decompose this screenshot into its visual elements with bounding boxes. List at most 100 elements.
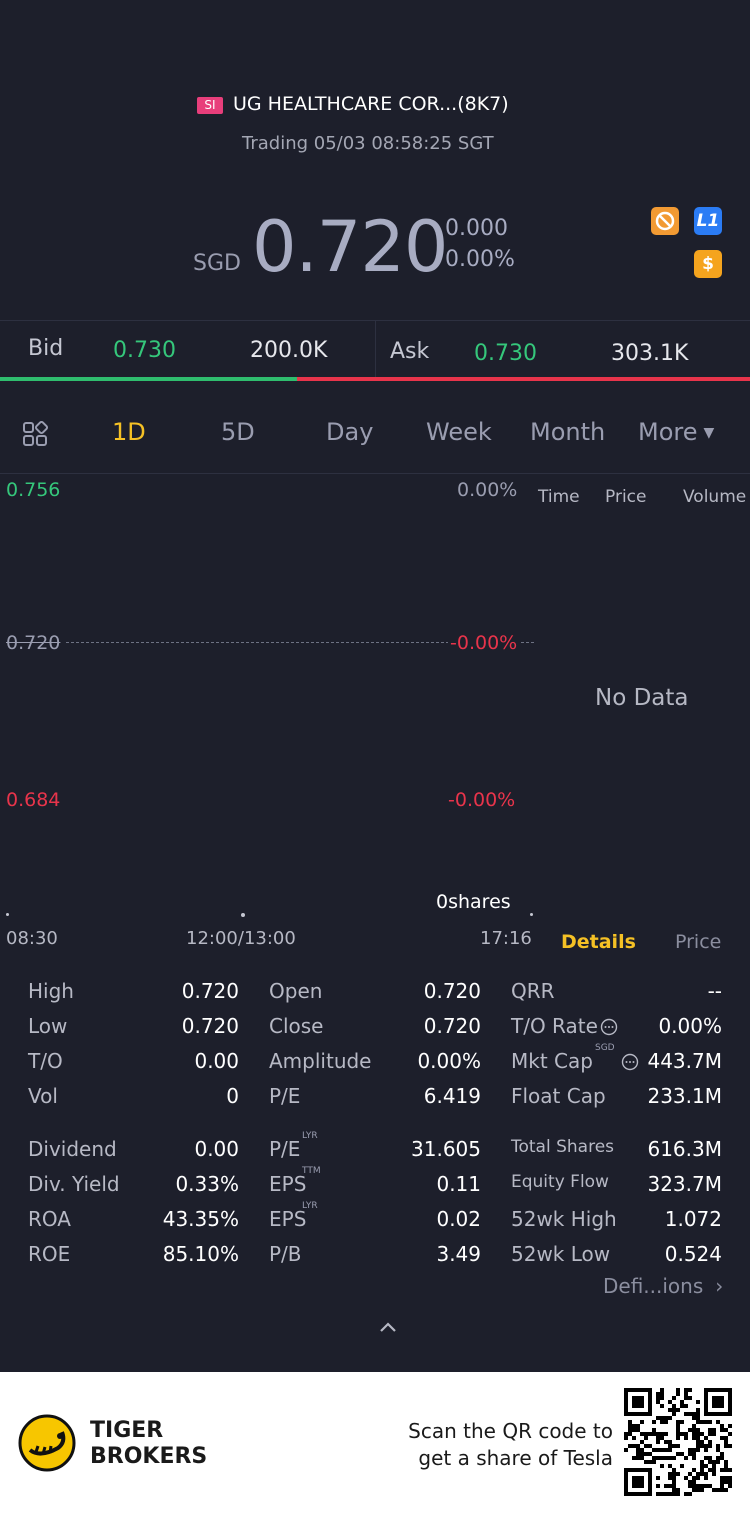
tab-1d[interactable]: 1D <box>112 418 146 446</box>
y-axis-high: 0.756 <box>6 479 61 501</box>
stat-label: Equity Flow <box>511 1172 609 1192</box>
no-short-icon[interactable] <box>651 207 679 235</box>
stat-superscript: LYR <box>302 1131 318 1141</box>
stat-value: 233.1M <box>647 1084 722 1108</box>
stat-label: Vol <box>28 1084 58 1108</box>
price-currency: SGD <box>193 251 241 276</box>
info-icon[interactable] <box>600 1018 618 1036</box>
stat-label: Total Shares <box>511 1137 615 1157</box>
x-tick <box>6 913 9 916</box>
stat-value: 0.720 <box>423 979 481 1003</box>
stat-value: 0.00% <box>658 1014 722 1038</box>
stat-label: QRR <box>511 979 555 1003</box>
stat-label: ROA <box>28 1207 71 1231</box>
stat-value: 43.35% <box>162 1207 239 1231</box>
stat-superscript: TTM <box>302 1166 321 1176</box>
stat-value: 6.419 <box>423 1084 481 1108</box>
tab-price[interactable]: Price <box>675 931 722 953</box>
promo-line1: Scan the QR code to <box>408 1419 613 1443</box>
price-change-pct: 0.00% <box>445 247 515 272</box>
tab-5d[interactable]: 5D <box>221 418 255 446</box>
stat-superscript: SGD <box>595 1043 615 1053</box>
tab-details[interactable]: Details <box>561 931 636 953</box>
pct-axis-low: -0.00% <box>448 789 516 811</box>
grid-icon[interactable] <box>22 420 50 449</box>
divider <box>0 473 750 474</box>
stat-label: Amplitude <box>269 1049 372 1073</box>
stat-value: -- <box>707 979 722 1003</box>
brand-line2: BROKERS <box>90 1444 208 1469</box>
stat-label: 52wk High <box>511 1207 617 1231</box>
info-icon[interactable] <box>621 1053 639 1071</box>
ask-ratio-bar <box>297 377 750 381</box>
stat-value: 1.072 <box>664 1207 722 1231</box>
chevron-down-icon: ▼ <box>703 425 715 441</box>
x-tick <box>530 913 533 916</box>
stat-superscript: LYR <box>302 1201 318 1211</box>
no-data-message: No Data <box>595 685 689 711</box>
stat-value: 616.3M <box>647 1137 722 1161</box>
stat-value: 0.524 <box>664 1242 722 1266</box>
stat-label: Open <box>269 979 323 1003</box>
stat-label: P/E <box>269 1137 301 1161</box>
stock-name[interactable]: UG HEALTHCARE COR...(8K7) <box>233 93 509 115</box>
price-change: 0.000 <box>445 216 508 241</box>
collapse-icon[interactable] <box>376 1316 400 1340</box>
dollar-badge[interactable]: $ <box>694 250 722 278</box>
stat-value: 85.10% <box>162 1242 239 1266</box>
ask-label: Ask <box>390 339 430 364</box>
stat-value: 0.02 <box>436 1207 481 1231</box>
definitions-link[interactable]: Defi...ions › <box>603 1274 723 1298</box>
promo-text: Scan the QR code to get a share of Tesla <box>380 1418 613 1472</box>
stat-value: 0.00 <box>194 1137 239 1161</box>
stat-value: 31.605 <box>411 1137 481 1161</box>
tab-more[interactable]: More ▼ <box>638 418 714 446</box>
stat-label: P/E <box>269 1084 301 1108</box>
stat-label: High <box>28 979 74 1003</box>
ask-volume: 303.1K <box>611 341 689 366</box>
brand-line1: TIGER <box>90 1418 164 1443</box>
col-time: Time <box>538 487 580 507</box>
stat-value: 0 <box>226 1084 239 1108</box>
stat-value: 0.00 <box>194 1049 239 1073</box>
stat-label: Float Cap <box>511 1084 606 1108</box>
col-price: Price <box>605 487 647 507</box>
bid-label: Bid <box>28 336 64 361</box>
col-volume: Volume <box>683 487 747 507</box>
bid-ratio-bar <box>0 377 297 381</box>
tiger-logo-icon <box>18 1414 76 1472</box>
stat-value: 0.33% <box>175 1172 239 1196</box>
stat-value: 443.7M <box>647 1049 722 1073</box>
tab-week[interactable]: Week <box>426 418 492 446</box>
stat-value: 323.7M <box>647 1172 722 1196</box>
x-axis-close: 17:16 <box>480 928 532 949</box>
volume-label: 0shares <box>436 891 511 913</box>
x-tick <box>241 913 245 917</box>
pct-axis-mid: -0.00% <box>448 632 520 654</box>
ask-price: 0.730 <box>474 341 537 366</box>
market-tag: SI <box>197 97 223 114</box>
bidask-separator <box>375 321 376 377</box>
level1-badge[interactable]: L1 <box>694 207 722 235</box>
x-axis-open: 08:30 <box>6 928 58 949</box>
stat-label: EPS <box>269 1172 307 1196</box>
stat-label: P/B <box>269 1242 302 1266</box>
qr-code[interactable] <box>624 1388 732 1496</box>
stat-label[interactable]: Mkt Cap <box>511 1049 593 1073</box>
x-axis-lunch: 12:00/13:00 <box>186 928 296 949</box>
chevron-right-icon: › <box>715 1274 724 1298</box>
tab-month[interactable]: Month <box>530 418 606 446</box>
stat-value: 0.11 <box>436 1172 481 1196</box>
stat-value: 0.00% <box>417 1049 481 1073</box>
stat-label[interactable]: T/O Rate <box>511 1014 598 1038</box>
tab-day[interactable]: Day <box>326 418 374 446</box>
stat-label: T/O <box>28 1049 63 1073</box>
last-price: 0.720 <box>252 206 448 288</box>
stat-value: 0.720 <box>181 1014 239 1038</box>
brand-name: TIGER BROKERS <box>90 1418 207 1470</box>
stat-label: EPS <box>269 1207 307 1231</box>
bid-volume: 200.0K <box>250 338 328 363</box>
trading-status: Trading 05/03 08:58:25 SGT <box>242 133 494 154</box>
stat-label: 52wk Low <box>511 1242 611 1266</box>
y-axis-mid: 0.720 <box>6 632 65 654</box>
